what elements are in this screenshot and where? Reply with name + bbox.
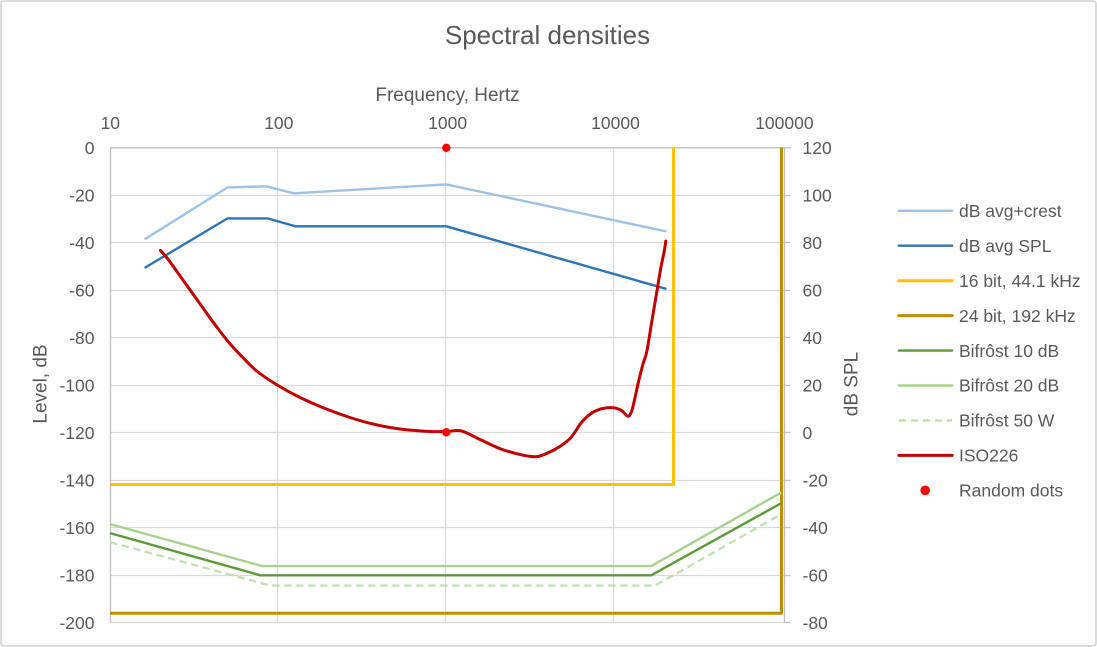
svg-text:0: 0	[803, 423, 813, 443]
svg-text:Bifrôst 50 W: Bifrôst 50 W	[959, 411, 1055, 431]
svg-text:80: 80	[803, 233, 823, 253]
svg-text:120: 120	[803, 138, 832, 158]
svg-text:Spectral densities: Spectral densities	[445, 20, 650, 50]
svg-text:dB avg+crest: dB avg+crest	[959, 201, 1062, 221]
svg-text:1000: 1000	[428, 113, 467, 133]
svg-text:60: 60	[803, 281, 823, 301]
svg-text:100: 100	[264, 113, 293, 133]
svg-text:10000: 10000	[591, 113, 640, 133]
svg-text:-80: -80	[803, 613, 829, 633]
svg-text:10: 10	[101, 113, 121, 133]
svg-text:24 bit, 192 kHz: 24 bit, 192 kHz	[959, 306, 1076, 326]
svg-text:-200: -200	[59, 613, 94, 633]
svg-text:Bifrôst 10 dB: Bifrôst 10 dB	[959, 341, 1059, 361]
svg-text:-20: -20	[69, 186, 95, 206]
svg-text:20: 20	[803, 376, 823, 396]
svg-text:Random dots: Random dots	[959, 481, 1063, 501]
svg-text:-60: -60	[69, 281, 95, 301]
svg-text:Frequency, Hertz: Frequency, Hertz	[375, 85, 519, 106]
svg-text:100000: 100000	[755, 113, 814, 133]
svg-text:ISO226: ISO226	[959, 446, 1018, 466]
svg-text:-80: -80	[69, 328, 95, 348]
svg-text:40: 40	[803, 328, 823, 348]
svg-text:-60: -60	[803, 566, 829, 586]
svg-text:-120: -120	[59, 423, 94, 443]
svg-text:-100: -100	[59, 376, 94, 396]
svg-text:-40: -40	[803, 518, 829, 538]
svg-text:0: 0	[85, 138, 95, 158]
svg-text:dB SPL: dB SPL	[842, 352, 863, 416]
svg-text:dB avg SPL: dB avg SPL	[959, 236, 1052, 256]
svg-text:16 bit, 44.1 kHz: 16 bit, 44.1 kHz	[959, 271, 1081, 291]
svg-text:-20: -20	[803, 471, 829, 491]
svg-text:-140: -140	[59, 471, 94, 491]
svg-text:-160: -160	[59, 518, 94, 538]
svg-text:Level, dB: Level, dB	[31, 344, 52, 423]
svg-text:100: 100	[803, 186, 832, 206]
svg-text:-40: -40	[69, 233, 95, 253]
svg-text:-180: -180	[59, 566, 94, 586]
svg-text:Bifrôst 20 dB: Bifrôst 20 dB	[959, 376, 1059, 396]
